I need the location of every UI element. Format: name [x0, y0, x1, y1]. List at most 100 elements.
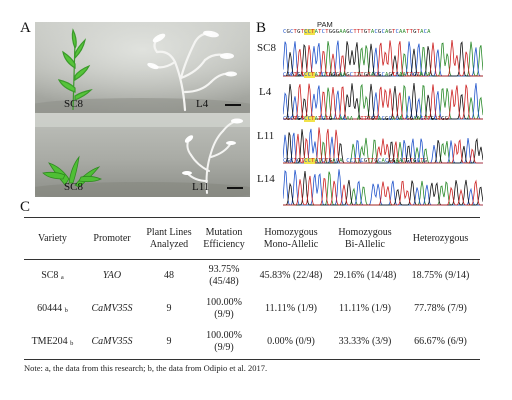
sequence-base: A: [332, 158, 336, 164]
sequence-base: G: [363, 158, 368, 164]
table-row: SC8 a YAO 48 93.75% (45/48) 45.83% (22/4…: [24, 259, 480, 292]
sequence-base: A: [339, 29, 343, 35]
table-top-rule: [24, 217, 480, 218]
sequence-base: C: [335, 158, 340, 164]
sequence-base: A: [420, 29, 424, 35]
pam-label: PAM: [317, 20, 333, 29]
sequence-base: A: [314, 158, 319, 164]
sequence-base: C: [374, 29, 378, 35]
sequence-base: T: [423, 116, 428, 122]
sequence-base: C: [342, 116, 347, 122]
sequence-base: T: [318, 158, 322, 164]
sequence-base: G: [297, 72, 301, 78]
sequence-base: A: [399, 116, 403, 122]
sequence-base: G: [374, 158, 378, 164]
header-plant-lines: Plant Lines Analyzed: [146, 227, 192, 250]
sequence-base: G: [377, 72, 382, 78]
sequence-base: T: [360, 116, 364, 122]
sequence-base: C: [423, 29, 428, 35]
sequence-base: A: [402, 72, 407, 78]
trace-c: [283, 83, 483, 120]
sequence-base: C: [381, 72, 385, 78]
sequence-base: T: [391, 72, 396, 78]
sequence-base: C: [321, 116, 326, 122]
sequence-base: T: [311, 158, 315, 164]
sequence-base: T: [293, 29, 298, 35]
chromatogram-l4: [283, 83, 483, 120]
panel-c-letter: C: [20, 199, 31, 215]
cell-mono: 0.00% (0/9): [267, 335, 315, 347]
sequence-base: C: [374, 72, 378, 78]
chromatogram-l14: [283, 169, 483, 206]
sequence-base: A: [356, 116, 361, 122]
sequence-base: G: [328, 72, 333, 78]
cell-hetero: 66.67% (6/9): [414, 335, 467, 347]
cell-variety: SC8 a: [41, 269, 64, 281]
sequence-base: T: [293, 116, 298, 122]
cell-promoter: CaMV35S: [91, 302, 133, 314]
sequence-base: C: [360, 158, 364, 164]
cell-efficiency: 100.00% (9/9): [206, 297, 242, 320]
sequence-base: C: [283, 72, 287, 78]
sequence-base: G: [332, 72, 336, 78]
sample-label-l11: L11: [257, 130, 275, 142]
chromatogram-l11: [283, 127, 483, 164]
sample-label-sc8: SC8: [257, 42, 276, 54]
sequence-base: G: [370, 116, 375, 122]
sequence-base: C: [321, 72, 326, 78]
sequence-text-l4: CGCTGTCCTATCTGGGAAGCTTTGTACGCAGTCAATTGTA…: [283, 72, 431, 78]
sequence-base: C: [395, 116, 400, 122]
scale-bar: [227, 187, 243, 189]
sequence-base: T: [300, 29, 305, 35]
sequence-base: C: [349, 72, 354, 78]
sequence-base: T: [318, 72, 322, 78]
sequence-base: G: [328, 29, 333, 35]
sequence-base: G: [297, 158, 301, 164]
table-header-rule: [24, 259, 480, 260]
sequence-base: C: [307, 29, 312, 35]
sequence-base: T: [325, 116, 329, 122]
sequence-base: T: [374, 116, 378, 122]
sequence-base: G: [297, 116, 301, 122]
sequence-base: A: [381, 158, 385, 164]
sequence-base: C: [304, 29, 308, 35]
sequence-base: A: [339, 158, 343, 164]
sequence-base: T: [409, 29, 414, 35]
sequence-base: T: [416, 29, 421, 35]
sequence-base: C: [304, 116, 308, 122]
sequence-base: A: [399, 72, 403, 78]
sequence-base: T: [409, 158, 414, 164]
sequence-base: A: [314, 116, 319, 122]
sequence-base: G: [346, 72, 350, 78]
sequence-base: C: [423, 72, 428, 78]
sequence-base: T: [293, 158, 298, 164]
sequence-base: G: [388, 158, 392, 164]
sequence-base: G: [286, 29, 291, 35]
sequence-base: G: [363, 29, 368, 35]
sequence-base: G: [430, 116, 435, 122]
sequence-base: T: [367, 72, 371, 78]
sequence-base: C: [349, 29, 354, 35]
sequence-base: T: [318, 29, 322, 35]
sequence-base: C: [321, 158, 326, 164]
sequence-base: T: [420, 158, 424, 164]
sequence-base: G: [444, 116, 449, 122]
sequence-base: C: [381, 29, 385, 35]
sequence-base: G: [406, 158, 410, 164]
sequence-base: G: [377, 29, 382, 35]
plant-photo-top: SC8 L4: [35, 22, 250, 114]
sequence-base: C: [395, 72, 400, 78]
sequence-base: T: [437, 116, 442, 122]
sequence-base: A: [339, 116, 343, 122]
sequence-base: A: [370, 72, 375, 78]
sequence-base: T: [353, 72, 357, 78]
cell-promoter: CaMV35S: [91, 335, 133, 347]
header-heterozygous: Heterozygous: [412, 232, 469, 244]
sequence-base: T: [391, 29, 396, 35]
sequence-base: G: [413, 29, 417, 35]
trace-t: [283, 127, 483, 164]
cell-hetero: 77.78% (7/9): [414, 302, 467, 314]
sequence-base: A: [395, 158, 400, 164]
header-promoter: Promoter: [93, 232, 131, 244]
sequence-base: G: [328, 158, 333, 164]
